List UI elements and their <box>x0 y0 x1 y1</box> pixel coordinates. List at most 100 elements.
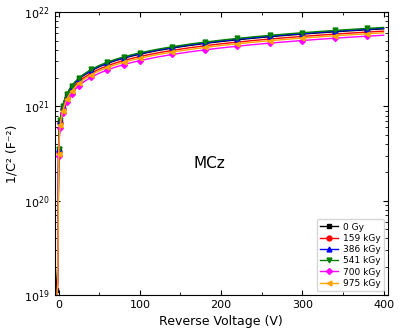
159 kGy <box>268 37 272 41</box>
159 kGy <box>284 36 288 40</box>
975 kGy <box>284 37 288 41</box>
386 kGy <box>349 28 354 32</box>
700 kGy <box>332 36 337 40</box>
386 kGy <box>56 147 61 151</box>
0 Gy <box>300 32 305 36</box>
975 kGy <box>54 307 58 311</box>
Line: 159 kGy: 159 kGy <box>54 29 386 302</box>
541 kGy <box>76 76 81 80</box>
975 kGy <box>235 42 240 46</box>
159 kGy <box>381 29 386 33</box>
0 Gy <box>121 56 126 60</box>
159 kGy <box>69 88 74 92</box>
0 Gy <box>349 29 354 33</box>
975 kGy <box>57 133 62 137</box>
700 kGy <box>60 112 65 116</box>
975 kGy <box>129 58 134 62</box>
386 kGy <box>129 53 134 57</box>
700 kGy <box>381 33 386 37</box>
0 Gy <box>60 105 65 109</box>
541 kGy <box>105 60 110 64</box>
700 kGy <box>154 55 158 59</box>
386 kGy <box>186 43 191 47</box>
0 Gy <box>365 28 370 32</box>
159 kGy <box>89 71 94 75</box>
386 kGy <box>113 58 118 62</box>
975 kGy <box>64 98 69 102</box>
975 kGy <box>97 69 102 73</box>
0 Gy <box>62 99 67 103</box>
386 kGy <box>365 27 370 31</box>
541 kGy <box>235 36 240 40</box>
700 kGy <box>72 88 77 92</box>
0 Gy <box>97 65 102 69</box>
386 kGy <box>105 61 110 65</box>
0 Gy <box>316 31 321 35</box>
700 kGy <box>316 37 321 41</box>
159 kGy <box>251 38 256 42</box>
541 kGy <box>64 92 69 96</box>
386 kGy <box>202 41 207 45</box>
700 kGy <box>121 63 126 67</box>
386 kGy <box>76 77 81 81</box>
975 kGy <box>56 282 60 286</box>
541 kGy <box>349 27 354 31</box>
700 kGy <box>365 34 370 38</box>
700 kGy <box>58 126 63 130</box>
386 kGy <box>60 105 65 109</box>
541 kGy <box>72 80 77 84</box>
386 kGy <box>154 48 158 52</box>
159 kGy <box>316 33 321 37</box>
386 kGy <box>67 88 72 92</box>
0 Gy <box>89 69 94 73</box>
386 kGy <box>56 277 60 281</box>
541 kGy <box>138 51 142 55</box>
0 Gy <box>381 27 386 31</box>
541 kGy <box>97 63 102 67</box>
975 kGy <box>58 123 63 127</box>
700 kGy <box>89 75 94 79</box>
0 Gy <box>56 263 60 267</box>
159 kGy <box>219 42 224 46</box>
Line: 0 Gy: 0 Gy <box>54 26 386 292</box>
700 kGy <box>268 41 272 45</box>
541 kGy <box>300 31 305 35</box>
386 kGy <box>170 45 175 49</box>
159 kGy <box>186 46 191 50</box>
386 kGy <box>80 73 85 77</box>
700 kGy <box>300 38 305 42</box>
159 kGy <box>56 150 61 154</box>
0 Gy <box>59 113 64 117</box>
700 kGy <box>129 60 134 64</box>
975 kGy <box>186 48 191 52</box>
0 Gy <box>268 35 272 39</box>
541 kGy <box>381 25 386 29</box>
0 Gy <box>58 119 63 123</box>
975 kGy <box>69 89 74 93</box>
975 kGy <box>105 65 110 69</box>
700 kGy <box>284 40 288 44</box>
975 kGy <box>349 33 354 37</box>
386 kGy <box>284 33 288 37</box>
541 kGy <box>202 40 207 44</box>
541 kGy <box>60 104 65 108</box>
159 kGy <box>129 56 134 60</box>
700 kGy <box>97 71 102 75</box>
541 kGy <box>170 45 175 49</box>
541 kGy <box>129 53 134 57</box>
386 kGy <box>235 37 240 41</box>
Line: 541 kGy: 541 kGy <box>54 25 386 309</box>
159 kGy <box>59 116 64 120</box>
386 kGy <box>251 36 256 40</box>
159 kGy <box>332 32 337 36</box>
975 kGy <box>268 39 272 43</box>
0 Gy <box>80 74 85 78</box>
0 Gy <box>57 128 62 132</box>
975 kGy <box>154 53 158 57</box>
541 kGy <box>186 42 191 46</box>
159 kGy <box>138 54 142 58</box>
541 kGy <box>268 33 272 37</box>
159 kGy <box>235 40 240 44</box>
975 kGy <box>62 104 67 108</box>
541 kGy <box>113 57 118 61</box>
